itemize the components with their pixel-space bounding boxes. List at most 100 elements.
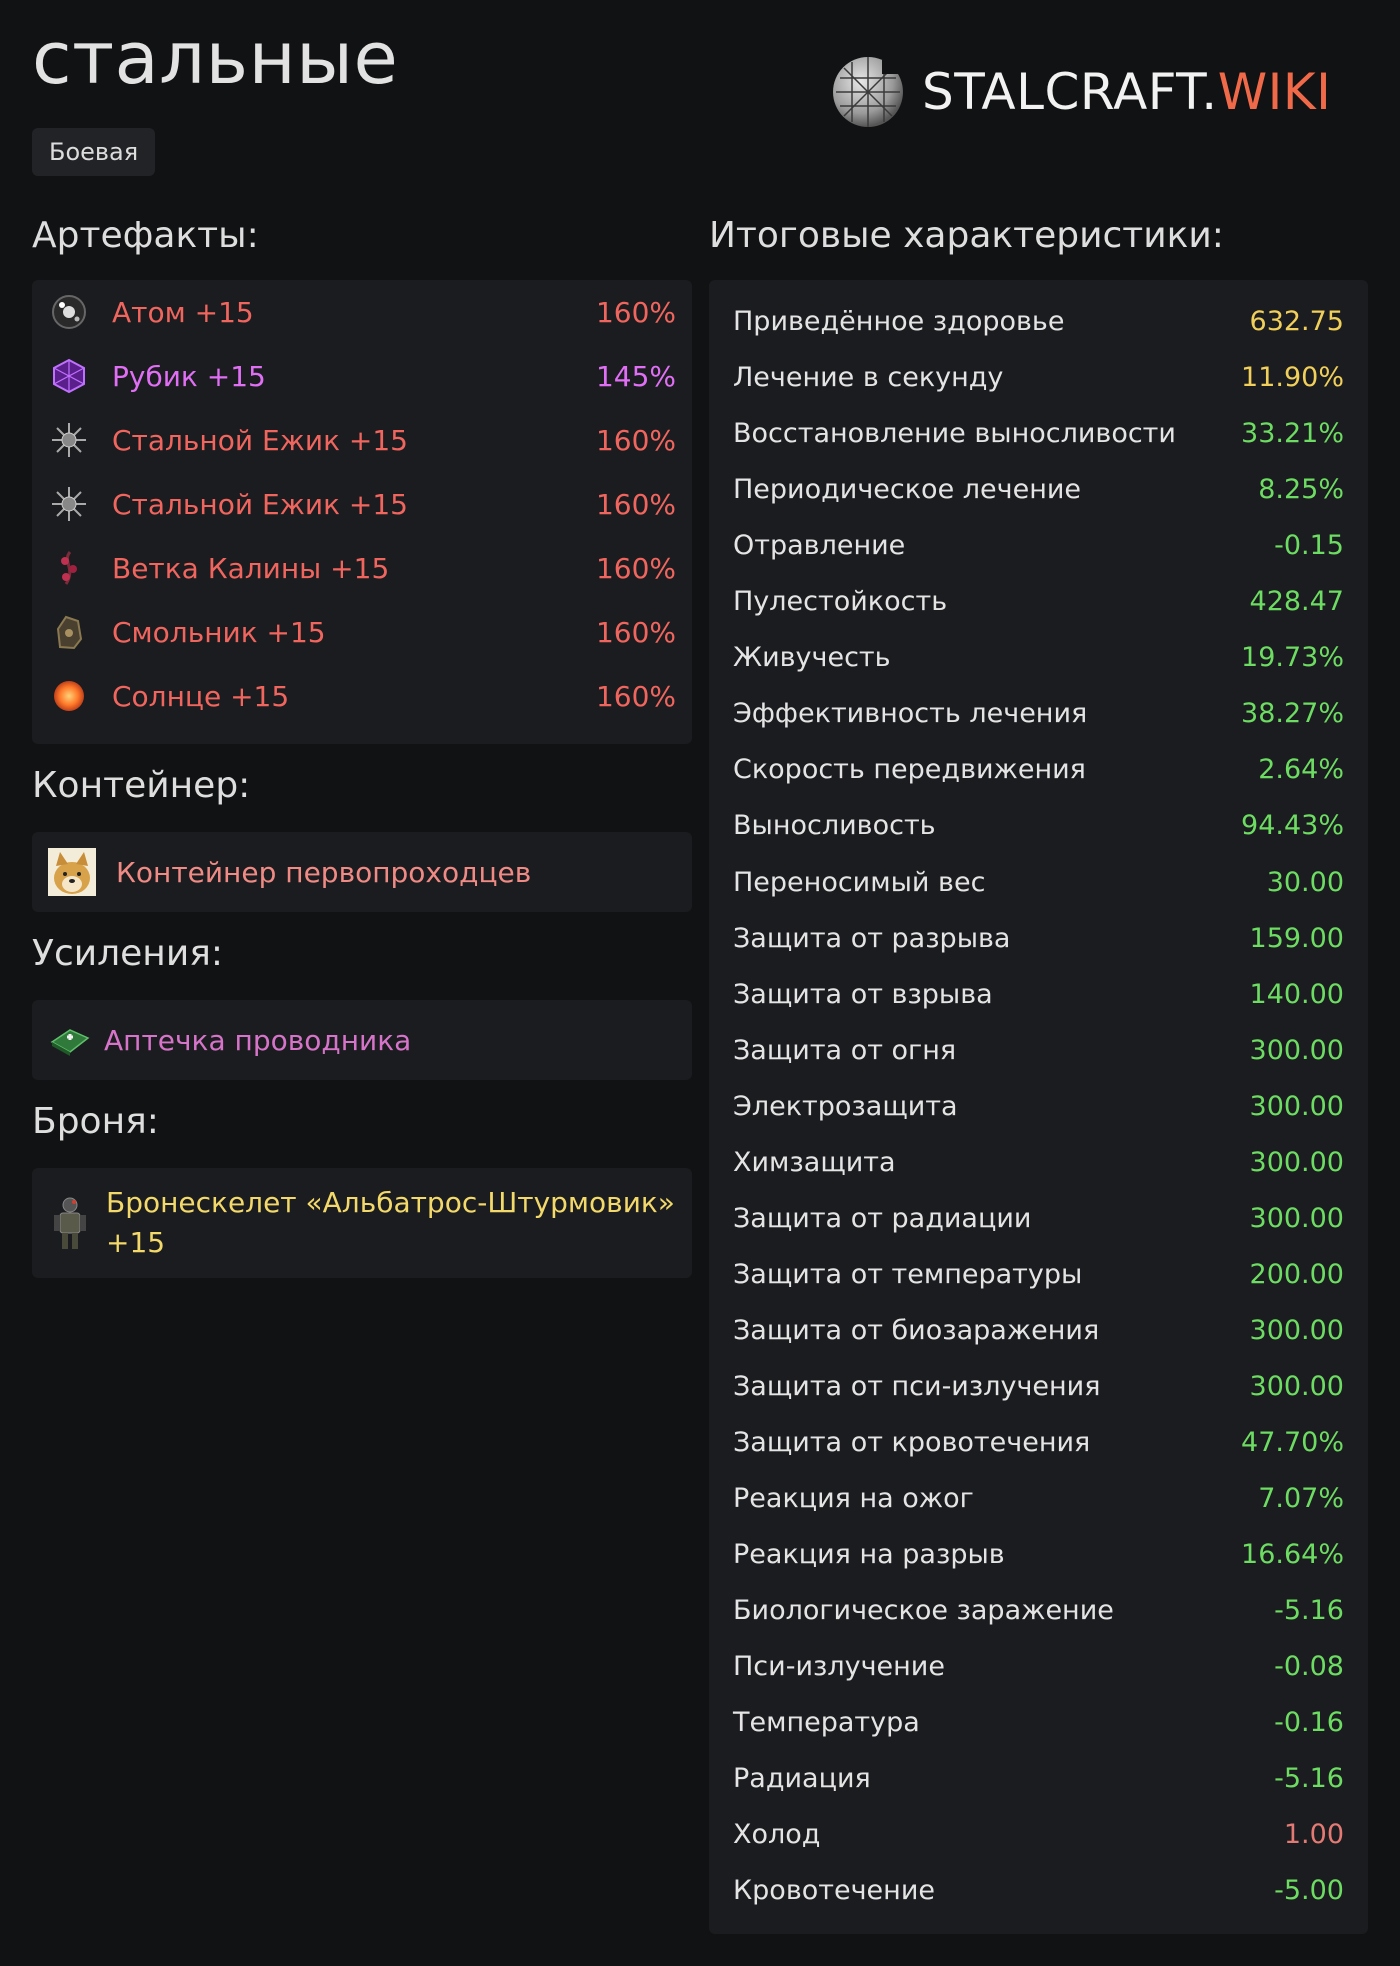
stat-value: 300.00 bbox=[1249, 1314, 1344, 1346]
page-title: стальные bbox=[32, 16, 399, 100]
stat-row: Химзащита 300.00 bbox=[709, 1135, 1368, 1191]
artifact-row[interactable]: Смольник +15 160% bbox=[32, 600, 692, 664]
stat-row: Биологическое заражение -5.16 bbox=[709, 1583, 1368, 1639]
stat-row: Радиация -5.16 bbox=[709, 1751, 1368, 1807]
artifact-row[interactable]: Ветка Калины +15 160% bbox=[32, 536, 692, 600]
stat-row: Кровотечение -5.00 bbox=[709, 1863, 1368, 1919]
cube-icon bbox=[50, 357, 88, 395]
stat-row: Выносливость 94.43% bbox=[709, 798, 1368, 854]
site-logo[interactable]: STALCRAFT.WIKI bbox=[830, 54, 1331, 130]
stat-row: Лечение в секунду 11.90% bbox=[709, 350, 1368, 406]
artifact-row[interactable]: Стальной Ежик +15 160% bbox=[32, 472, 692, 536]
stat-label: Живучесть bbox=[733, 642, 891, 674]
artifact-percent: 160% bbox=[595, 551, 676, 585]
stat-label: Защита от биозаражения bbox=[733, 1314, 1100, 1346]
stat-label: Реакция на разрыв bbox=[733, 1539, 1005, 1571]
medkit-icon bbox=[48, 1018, 92, 1062]
wiki-globe-icon bbox=[833, 57, 903, 127]
armor-name: Бронескелет «Альбатрос-Штурмовик» +15 bbox=[106, 1186, 675, 1259]
armor-heading: Броня: bbox=[32, 1101, 159, 1142]
stat-label: Кровотечение bbox=[733, 1875, 935, 1907]
stat-row: Электрозащита 300.00 bbox=[709, 1079, 1368, 1135]
stat-value: 300.00 bbox=[1249, 1146, 1344, 1178]
stat-row: Защита от взрыва 140.00 bbox=[709, 967, 1368, 1023]
stat-label: Лечение в секунду bbox=[733, 362, 1004, 394]
stat-label: Эффективность лечения bbox=[733, 698, 1088, 730]
logo-text: STALCRAFT.WIKI bbox=[922, 63, 1332, 121]
artifact-row[interactable]: Солнце +15 160% bbox=[32, 664, 692, 728]
stat-label: Защита от взрыва bbox=[733, 978, 993, 1010]
container-heading: Контейнер: bbox=[32, 765, 251, 806]
stat-label: Пси-излучение bbox=[733, 1651, 945, 1683]
stat-value: -5.00 bbox=[1274, 1875, 1344, 1907]
stat-value: 300.00 bbox=[1249, 1370, 1344, 1402]
artifact-percent: 145% bbox=[595, 359, 676, 393]
stat-value: 33.21% bbox=[1241, 418, 1344, 450]
stat-value: -5.16 bbox=[1274, 1763, 1344, 1795]
stat-value: 30.00 bbox=[1266, 866, 1344, 898]
stat-row: Защита от биозаражения 300.00 bbox=[709, 1303, 1368, 1359]
artifacts-panel: Атом +15 160% Рубик +15 145% Стальной Еж… bbox=[32, 280, 692, 744]
stats-panel: Приведённое здоровье 632.75 Лечение в секу… bbox=[709, 280, 1368, 1934]
stat-row: Температура -0.16 bbox=[709, 1695, 1368, 1751]
stat-value: 1.00 bbox=[1283, 1819, 1344, 1851]
stat-row: Приведённое здоровье 632.75 bbox=[709, 294, 1368, 350]
stat-value: 94.43% bbox=[1241, 810, 1344, 842]
stat-label: Радиация bbox=[733, 1763, 871, 1795]
stat-row: Реакция на разрыв 16.64% bbox=[709, 1527, 1368, 1583]
stat-value: 428.47 bbox=[1249, 586, 1344, 618]
stat-value: 632.75 bbox=[1249, 306, 1344, 337]
stat-value: 19.73% bbox=[1241, 642, 1344, 674]
stat-value: 200.00 bbox=[1249, 1258, 1344, 1290]
artifact-percent: 160% bbox=[595, 679, 676, 713]
sun-icon bbox=[50, 677, 88, 715]
artifact-percent: 160% bbox=[595, 423, 676, 457]
stat-label: Защита от огня bbox=[733, 1034, 957, 1066]
build-type-badge: Боевая bbox=[32, 128, 156, 176]
stat-label: Пулестойкость bbox=[733, 586, 948, 618]
boost-name: Аптечка проводника bbox=[104, 1023, 412, 1057]
spiky-ball-icon bbox=[50, 421, 88, 459]
stat-label: Химзащита bbox=[733, 1146, 896, 1178]
stat-row: Эффективность лечения 38.27% bbox=[709, 686, 1368, 742]
stat-row: Восстановление выносливости 33.21% bbox=[709, 406, 1368, 462]
stat-label: Защита от радиации bbox=[733, 1202, 1032, 1234]
stat-label: Биологическое заражение bbox=[733, 1595, 1114, 1627]
spiky-ball-icon bbox=[50, 485, 88, 523]
stat-row: Реакция на ожог 7.07% bbox=[709, 1471, 1368, 1527]
armor-panel[interactable]: Бронескелет «Альбатрос-Штурмовик» +15 bbox=[32, 1168, 692, 1278]
stat-label: Восстановление выносливости bbox=[733, 418, 1176, 450]
stat-value: 16.64% bbox=[1241, 1539, 1344, 1571]
boosts-heading: Усиления: bbox=[32, 933, 224, 974]
artifact-percent: 160% bbox=[595, 615, 676, 649]
artifact-row[interactable]: Рубик +15 145% bbox=[32, 344, 692, 408]
stat-row: Холод 1.00 bbox=[709, 1807, 1368, 1863]
stat-value: 300.00 bbox=[1249, 1202, 1344, 1234]
stat-row: Живучесть 19.73% bbox=[709, 630, 1368, 686]
stat-label: Температура bbox=[733, 1707, 920, 1739]
atom-icon bbox=[50, 293, 88, 331]
stat-row: Отравление -0.15 bbox=[709, 518, 1368, 574]
stat-row: Защита от радиации 300.00 bbox=[709, 1191, 1368, 1247]
stat-label: Скорость передвижения bbox=[733, 754, 1086, 786]
artifact-name: Ветка Калины +15 bbox=[112, 551, 390, 585]
stat-value: 300.00 bbox=[1249, 1090, 1344, 1122]
stat-value: 2.64% bbox=[1258, 754, 1344, 786]
stat-label: Защита от пси-излучения bbox=[733, 1370, 1101, 1402]
stat-row: Периодическое лечение 8.25% bbox=[709, 462, 1368, 518]
stat-label: Выносливость bbox=[733, 810, 936, 842]
container-panel[interactable]: Контейнер первопроходцев bbox=[32, 832, 692, 912]
stat-row: Скорость передвижения 2.64% bbox=[709, 742, 1368, 798]
artifact-row[interactable]: Стальной Ежик +15 160% bbox=[32, 408, 692, 472]
stat-row: Переносимый вес 30.00 bbox=[709, 855, 1368, 911]
artifact-name: Стальной Ежик +15 bbox=[112, 487, 408, 521]
stat-value: 8.25% bbox=[1258, 474, 1344, 506]
stat-value: 159.00 bbox=[1249, 922, 1344, 954]
boost-panel[interactable]: Аптечка проводника bbox=[32, 1000, 692, 1080]
artifacts-heading: Артефакты: bbox=[32, 215, 259, 256]
stat-value: 300.00 bbox=[1249, 1034, 1344, 1066]
stat-row: Защита от кровотечения 47.70% bbox=[709, 1415, 1368, 1471]
artifact-row[interactable]: Атом +15 160% bbox=[32, 280, 692, 344]
stat-label: Реакция на ожог bbox=[733, 1483, 974, 1515]
artifact-name: Смольник +15 bbox=[112, 615, 326, 649]
